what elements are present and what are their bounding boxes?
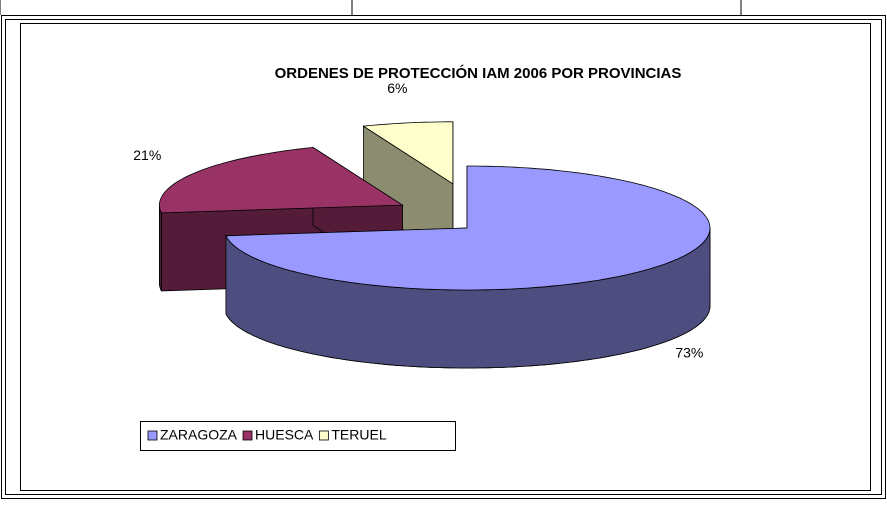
legend-label: ZARAGOZA xyxy=(160,427,238,443)
legend-swatch xyxy=(318,430,329,441)
legend-swatch xyxy=(242,430,253,441)
legend-swatch xyxy=(147,430,158,441)
pie-slice xyxy=(362,121,454,185)
chart-title: ORDENES DE PROTECCIÓN IAM 2006 POR PROVI… xyxy=(275,64,682,82)
legend xyxy=(140,421,456,451)
data-label: 6% xyxy=(387,80,407,96)
data-label: 73% xyxy=(675,345,703,361)
data-label: 21% xyxy=(133,147,161,163)
legend-label: TERUEL xyxy=(331,427,386,443)
pie-slice-side xyxy=(159,205,162,292)
pie-slice xyxy=(225,165,711,291)
outer-border xyxy=(1,15,886,499)
outer-border xyxy=(5,19,882,495)
pie-slice xyxy=(158,146,404,214)
legend-label: HUESCA xyxy=(255,427,314,443)
